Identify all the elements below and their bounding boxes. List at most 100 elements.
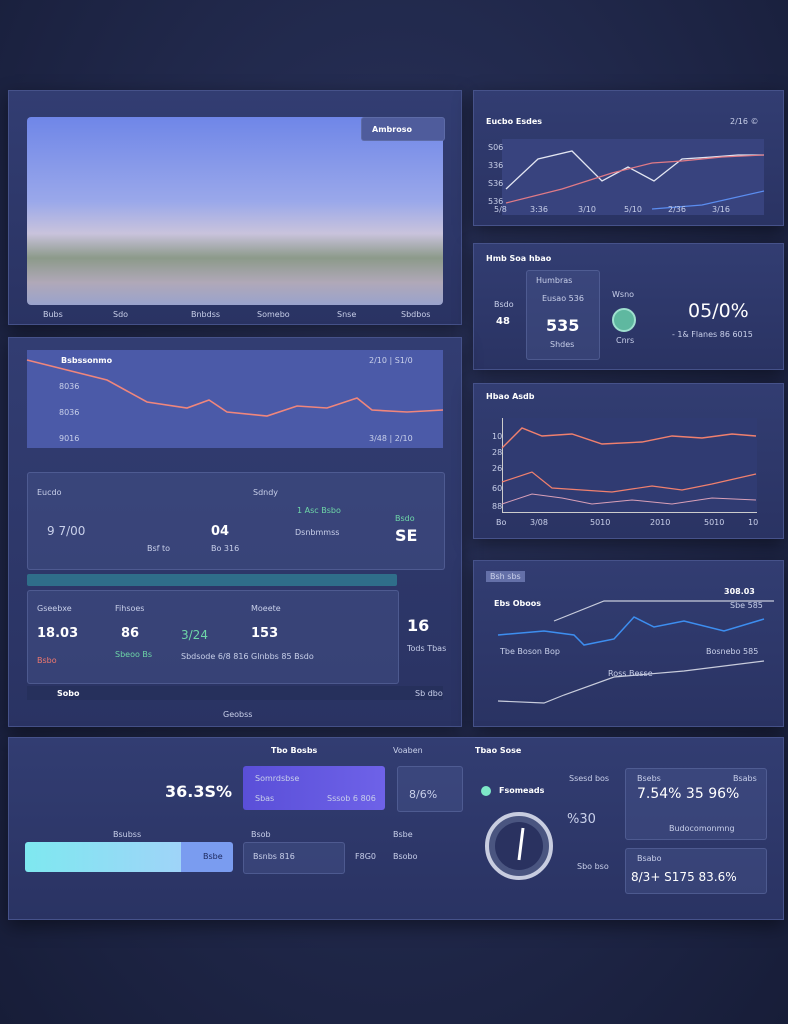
- label: Bosnebo 585: [706, 647, 759, 656]
- label: Bsbe: [203, 852, 223, 861]
- cyan-bar: [25, 842, 233, 872]
- label: Sbo bso: [577, 862, 609, 871]
- bar: [27, 574, 397, 586]
- label: Budocomonmng: [669, 824, 735, 833]
- label: 1 Asc Bsbo: [297, 506, 341, 515]
- label: Bsbo: [37, 656, 57, 665]
- card: [625, 848, 767, 894]
- metrics-panel: Bsbssonmo 2/10 | S1/0 8036 8036 9016 3/4…: [8, 337, 462, 727]
- x-tick: 5/10: [624, 205, 642, 214]
- label: Dsnbmmss: [295, 528, 340, 537]
- x-tick: 5010: [590, 518, 611, 527]
- label: Sbas: [255, 794, 275, 803]
- title: Bsbssonmo: [61, 356, 113, 365]
- value: SE: [395, 526, 418, 545]
- x-tick: 3/10: [578, 205, 596, 214]
- card: [27, 472, 445, 570]
- label: Tbe Boson Bop: [500, 647, 560, 656]
- blue-card: [243, 766, 385, 810]
- label: Bsnbs 816: [253, 852, 295, 861]
- card: [625, 768, 767, 840]
- x-tick: 2010: [650, 518, 671, 527]
- x-tick: 5010: [704, 518, 725, 527]
- y-tick: 8036: [59, 382, 80, 391]
- value: 8/6%: [409, 788, 438, 801]
- label: Humbras: [536, 276, 573, 285]
- flow-lines: [497, 600, 774, 704]
- lines: [501, 427, 757, 505]
- meta: 2/16 ©: [730, 117, 759, 126]
- value: 7.54% 35 96%: [637, 786, 740, 802]
- card: [27, 590, 399, 684]
- title: Tbao Sose: [475, 746, 522, 755]
- label: Tods Tbas: [407, 644, 447, 653]
- label: Glnbbs 85 Bsdo: [251, 652, 314, 661]
- plot: [502, 139, 764, 215]
- y-tick: 336: [488, 161, 504, 170]
- label: Bsubss: [113, 830, 142, 839]
- label: Bsabo: [637, 854, 662, 863]
- title: Hbao Asdb: [486, 392, 535, 401]
- value: 86: [121, 626, 140, 641]
- label: Bo 316: [211, 544, 240, 553]
- value: %30: [567, 812, 596, 827]
- label: Bsdo: [395, 514, 415, 523]
- label: Somebo: [257, 310, 290, 319]
- label: Fsomeads: [499, 786, 545, 795]
- label: Bsabs: [733, 774, 757, 783]
- label: Sbe 585: [730, 601, 763, 610]
- tag: Bsh sbs: [486, 571, 525, 582]
- x-tick: 10: [748, 518, 759, 527]
- value: 16: [407, 616, 430, 635]
- title: Eucbo Esdes: [486, 117, 543, 126]
- label: Snse: [337, 310, 357, 319]
- label: Sbdbos: [401, 310, 431, 319]
- summary-panel: Hmb Soa hbao Humbras Eusao 536 535 Shdes…: [473, 243, 784, 370]
- x-tick: 3:36: [530, 205, 548, 214]
- y-tick: 60: [492, 484, 503, 493]
- label: Moeete: [251, 604, 281, 613]
- label: Sdndy: [253, 488, 279, 497]
- label: Bsob: [251, 830, 271, 839]
- nav: Voaben: [393, 746, 423, 755]
- value: 04: [211, 524, 230, 539]
- label: Bsdo: [494, 300, 514, 309]
- card: [243, 842, 345, 874]
- bar: [27, 686, 443, 700]
- label: Sobo: [57, 689, 80, 698]
- trend-panel: Eucbo Esdes 2/16 © S06 336 S36 536 5/8 3…: [473, 90, 784, 226]
- meta: 2/10 | S1/0: [369, 356, 413, 365]
- gauge: [485, 812, 553, 880]
- x-tick: 5/8: [494, 205, 507, 214]
- value: 153: [251, 626, 279, 641]
- label: Sssob 6 806: [327, 794, 376, 803]
- value: 8/3+ S175 83.6%: [631, 870, 737, 884]
- lines-panel: Hbao Asdb 10 28 26 60 88 Bo 3/08 5010 20…: [473, 383, 784, 539]
- plot: [502, 418, 757, 513]
- hero-image: [27, 117, 443, 305]
- label: Bsebs: [637, 774, 661, 783]
- label: Bnbdss: [191, 310, 221, 319]
- card: [526, 270, 600, 360]
- card: Ambroso: [361, 117, 445, 141]
- label: Sbdsode 6/8 816: [181, 652, 249, 661]
- x-tick: Bo: [496, 518, 507, 527]
- value: 9 7/00: [47, 524, 86, 538]
- label: Bsbe: [393, 830, 413, 839]
- icon: [612, 308, 636, 332]
- label: Bsf to: [147, 544, 171, 553]
- title: Ebs Oboos: [494, 599, 542, 608]
- x-tick: 3/16: [712, 205, 730, 214]
- y-tick: 8036: [59, 408, 80, 417]
- hero-panel: Ambroso Bubs Sdo Bnbdss Somebo Snse Sbdb…: [8, 90, 462, 325]
- y-tick: 536: [488, 197, 504, 206]
- meta: 3/48 | 2/10: [369, 434, 413, 443]
- label: Eucdo: [37, 488, 62, 497]
- label: Bsobo: [393, 852, 418, 861]
- label: Gseebxe: [37, 604, 72, 613]
- bottom-panel: Tbo Bosbs Voaben 36.3S% Somrdsbse Sbas S…: [8, 737, 784, 920]
- wave-plot: [27, 350, 443, 448]
- label: Fihsoes: [115, 604, 145, 613]
- value: 18.03: [37, 626, 79, 641]
